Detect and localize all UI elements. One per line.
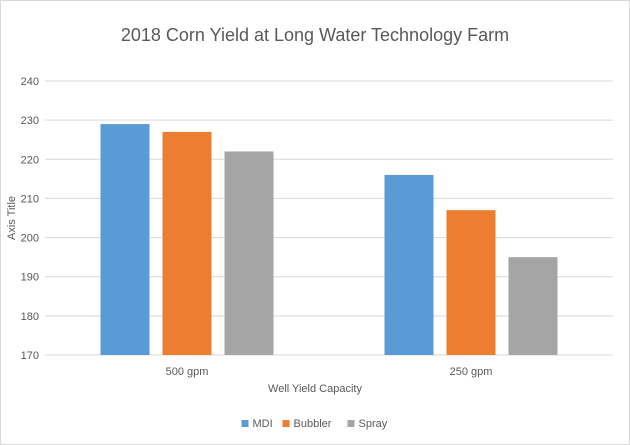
bar-spray-250-gpm [508, 257, 558, 355]
y-tick-label: 210 [21, 193, 39, 205]
y-tick-label: 220 [21, 154, 39, 166]
bars [100, 124, 558, 355]
bar-mdi-500-gpm [100, 124, 150, 355]
y-tick-label: 230 [21, 115, 39, 127]
x-tick-label: 250 gpm [450, 366, 493, 378]
y-tick-label: 190 [21, 272, 39, 284]
y-tick-label: 180 [21, 311, 39, 323]
x-tick-label: 500 gpm [166, 366, 209, 378]
x-axis-title: Well Yield Capacity [268, 383, 362, 395]
y-tick-label: 170 [21, 350, 39, 362]
bar-mdi-250-gpm [384, 174, 434, 355]
legend-label-mdi: MDI [253, 418, 273, 430]
y-axis-title: Axis Title [6, 196, 18, 240]
x-axis-ticks: 500 gpm 250 gpm [166, 366, 493, 378]
legend: MDI Bubbler Spray [241, 418, 388, 430]
legend-label-spray: Spray [359, 418, 388, 430]
legend-swatch-mdi [241, 420, 249, 427]
bar-spray-500-gpm [224, 151, 274, 355]
bar-bubbler-250-gpm [446, 210, 496, 355]
y-tick-label: 240 [21, 76, 39, 88]
y-axis-ticks: 170 180 190 200 210 220 230 240 [21, 76, 39, 362]
chart-title: 2018 Corn Yield at Long Water Technology… [121, 25, 509, 45]
bar-bubbler-500-gpm [162, 131, 212, 355]
legend-swatch-bubbler [282, 420, 290, 427]
legend-label-bubbler: Bubbler [294, 418, 332, 430]
y-tick-label: 200 [21, 233, 39, 245]
legend-swatch-spray [347, 420, 355, 427]
